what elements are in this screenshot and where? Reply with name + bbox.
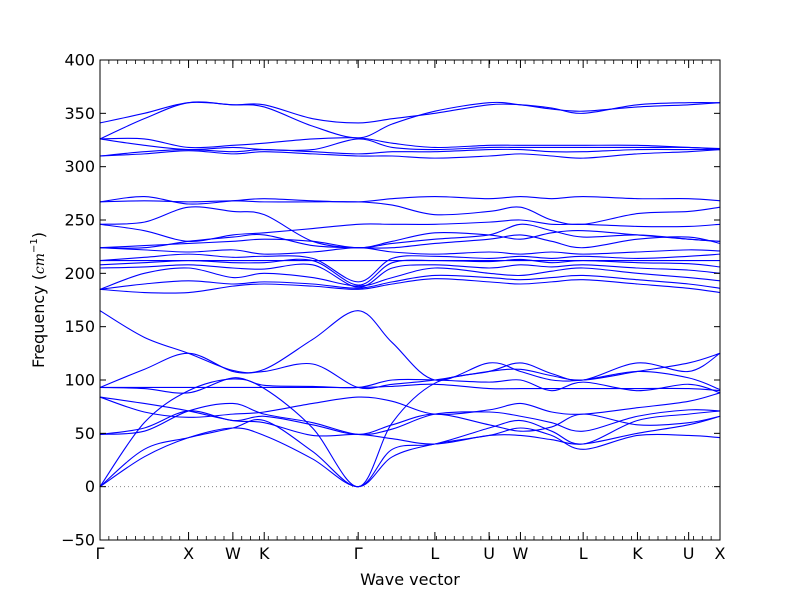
y-axis-label-close: ) bbox=[29, 232, 48, 238]
y-axis-label-unit: cm bbox=[32, 253, 48, 274]
phonon-branch-22 bbox=[99, 219, 721, 242]
phonon-branch-5 bbox=[99, 402, 721, 436]
phonon-branch-9 bbox=[99, 352, 721, 390]
phonon-branch-19 bbox=[99, 247, 721, 255]
phonon-branch-11 bbox=[99, 310, 721, 391]
phonon-branch-31 bbox=[99, 101, 721, 139]
phonon-branch-25 bbox=[99, 195, 721, 205]
x-tick-label: W bbox=[513, 544, 529, 563]
y-tick-label: 50 bbox=[75, 424, 95, 443]
phonon-branch-8 bbox=[99, 383, 721, 392]
phonon-branch-3 bbox=[99, 352, 721, 488]
phonon-branch-2 bbox=[99, 410, 721, 488]
y-tick-label: 100 bbox=[64, 371, 95, 390]
phonon-branch-23 bbox=[99, 206, 721, 249]
y-tick-label: 200 bbox=[64, 264, 95, 283]
y-tick-label: 0 bbox=[85, 477, 95, 496]
x-tick-label: U bbox=[483, 544, 495, 563]
phonon-branch-1 bbox=[99, 427, 721, 488]
y-axis-label: Frequency (cm−1) bbox=[29, 232, 48, 368]
y-axis-label-text: Frequency ( bbox=[29, 274, 48, 368]
phonon-branch-14 bbox=[99, 267, 721, 290]
x-tick-label: L bbox=[430, 544, 439, 563]
x-tick-label: K bbox=[632, 544, 643, 563]
phonon-branch-29 bbox=[99, 137, 721, 150]
x-tick-label: X bbox=[183, 544, 194, 563]
x-tick-label: X bbox=[715, 544, 726, 563]
x-tick-label: W bbox=[225, 544, 241, 563]
x-tick-label: U bbox=[683, 544, 695, 563]
y-tick-label: 300 bbox=[64, 157, 95, 176]
y-tick-label: 150 bbox=[64, 317, 95, 336]
phonon-branch-13 bbox=[99, 274, 721, 290]
phonon-branch-7 bbox=[99, 392, 721, 418]
phonon-branch-15 bbox=[99, 263, 721, 288]
phonon-branch-26 bbox=[99, 149, 721, 159]
phonon-branch-4 bbox=[99, 410, 721, 435]
y-tick-label: 400 bbox=[64, 51, 95, 70]
x-tick-label: Γ bbox=[96, 544, 105, 563]
phonon-branch-21 bbox=[99, 230, 721, 249]
y-tick-label: 350 bbox=[64, 104, 95, 123]
plot-area bbox=[99, 101, 721, 488]
y-tick-label: 250 bbox=[64, 211, 95, 230]
y-axis-label-exponent: −1 bbox=[29, 238, 40, 253]
y-tick-label: −50 bbox=[61, 531, 95, 550]
phonon-branch-18 bbox=[99, 253, 721, 283]
phonon-branch-12 bbox=[99, 278, 721, 294]
x-tick-label: K bbox=[259, 544, 270, 563]
x-axis-label: Wave vector bbox=[360, 570, 460, 589]
phonon-branch-10 bbox=[99, 377, 721, 394]
phonon-branch-27 bbox=[99, 148, 721, 157]
phonon-branch-24 bbox=[99, 200, 721, 226]
phonon-branch-28 bbox=[99, 138, 721, 152]
x-tick-label: L bbox=[579, 544, 588, 563]
x-tick-label: Γ bbox=[354, 544, 363, 563]
